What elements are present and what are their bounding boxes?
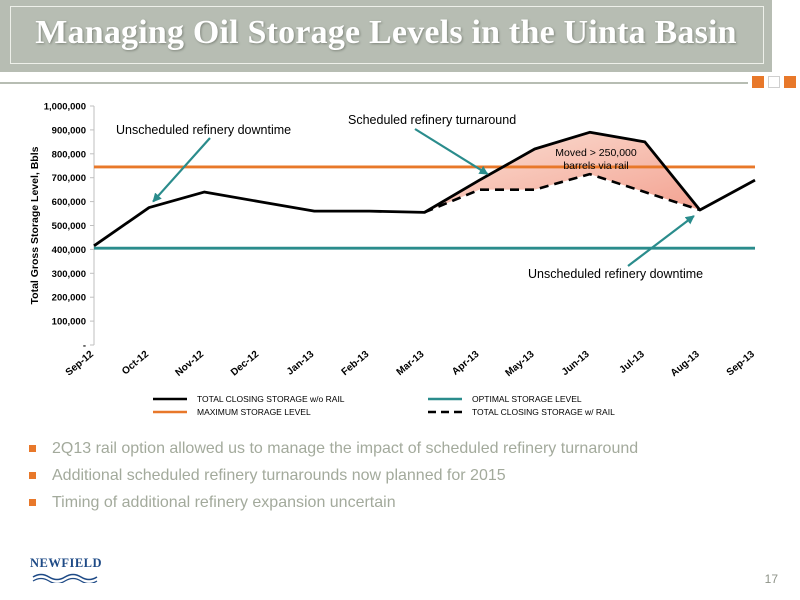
accent-square: [768, 76, 780, 88]
storage-chart: - 100,000 200,000 300,000 400,000 500,000 600,…: [29, 102, 758, 418]
series-line: [424, 172, 701, 214]
x-tick-label: Jun-13: [560, 349, 592, 378]
x-tick-label: Sep-13: [725, 349, 758, 379]
shaded-rail-area: [424, 132, 700, 213]
y-tick-label: 500,000: [52, 221, 86, 232]
logo-text: NEWFIELD: [29, 556, 103, 570]
y-tick-label: 1,000,000: [44, 102, 86, 113]
annotation-arrow: [414, 128, 489, 176]
title-frame: [10, 6, 764, 64]
y-axis-title: Total Gross Storage Level, Bbls: [29, 146, 41, 304]
bullet-item: 2Q13 rail option allowed us to manage th…: [26, 438, 638, 465]
bullet-list: 2Q13 rail option allowed us to manage th…: [26, 438, 638, 519]
series-line: [93, 130, 756, 247]
accent-square: [784, 76, 796, 88]
x-tick-label: Dec-12: [229, 349, 262, 379]
x-tick-label: May-13: [504, 349, 537, 380]
company-logo: NEWFIELD: [24, 556, 108, 583]
x-tick-label: Jan-13: [285, 349, 317, 378]
annotation-label: Unscheduled refinery downtime: [528, 267, 703, 281]
bullet-item: Timing of additional refinery expansion …: [26, 492, 638, 519]
bullet-item: Additional scheduled refinery turnaround…: [26, 465, 638, 492]
bullet-marker: [29, 499, 36, 506]
y-tick-label: 300,000: [52, 269, 86, 280]
y-tick-label: 400,000: [52, 245, 86, 256]
y-tick-label: 600,000: [52, 197, 86, 208]
page-number: 17: [764, 572, 778, 586]
y-tick-label: 800,000: [52, 149, 86, 160]
y-tick-label: -: [83, 341, 86, 352]
legend-label: TOTAL CLOSING STORAGE w/o RAIL: [197, 394, 345, 404]
bullet-text: 2Q13 rail option allowed us to manage th…: [52, 440, 639, 457]
x-tick-label: Aug-13: [669, 349, 702, 379]
bullet-text: Additional scheduled refinery turnaround…: [52, 467, 506, 484]
legend-label: MAXIMUM STORAGE LEVEL: [197, 407, 311, 417]
y-tick-label: 200,000: [52, 293, 86, 304]
annotation-note: barrels via rail: [563, 160, 628, 172]
bullet-text: Timing of additional refinery expansion …: [52, 494, 396, 511]
y-tick-label: 700,000: [52, 173, 86, 184]
legend-label: TOTAL CLOSING STORAGE w/ RAIL: [472, 407, 615, 417]
annotation-note: Moved > 250,000: [555, 147, 637, 159]
x-tick-label: Oct-12: [120, 349, 151, 378]
annotation-label: Scheduled refinery turnaround: [348, 113, 516, 127]
title-bar: Managing Oil Storage Levels in the Uinta…: [0, 0, 772, 72]
bullet-marker: [29, 445, 36, 452]
slide-title: Managing Oil Storage Levels in the Uinta…: [35, 14, 737, 51]
x-tick-label: Jul-13: [618, 349, 648, 376]
x-tick-label: Nov-12: [173, 349, 206, 379]
legend-label: OPTIMAL STORAGE LEVEL: [472, 394, 582, 404]
annotation-label: Unscheduled refinery downtime: [116, 123, 291, 137]
logo-wave-icon: [32, 573, 98, 583]
x-tick-label: Mar-13: [395, 349, 427, 378]
y-tick-label: 100,000: [52, 317, 86, 328]
title-rule: [0, 82, 748, 84]
x-tick-label: Apr-13: [450, 349, 482, 378]
annotation-arrow: [152, 137, 211, 203]
x-tick-label: Feb-13: [340, 349, 372, 378]
x-tick-label: Sep-12: [64, 349, 97, 379]
annotation-arrow: [627, 215, 695, 267]
bullet-marker: [29, 472, 36, 479]
y-tick-label: 900,000: [52, 125, 86, 136]
accent-square: [752, 76, 764, 88]
